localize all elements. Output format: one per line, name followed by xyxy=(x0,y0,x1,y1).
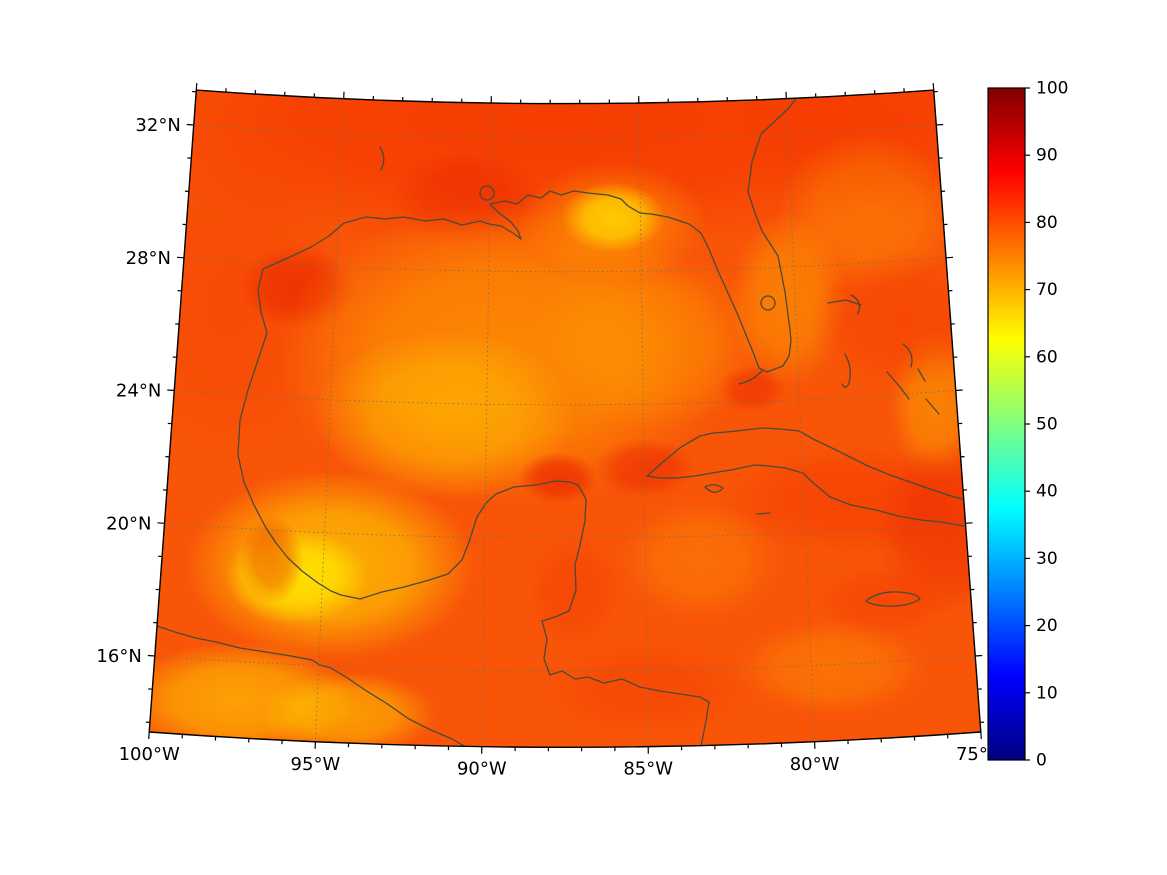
field-blob xyxy=(540,642,750,738)
axis-tick xyxy=(167,389,175,392)
lake-pontchartrain xyxy=(479,185,495,201)
lat-tick-label: 28°N xyxy=(126,248,171,269)
field-blob xyxy=(518,452,598,504)
field-blob xyxy=(620,500,780,620)
island-jamaica xyxy=(865,591,921,607)
coastline-segment xyxy=(917,368,926,382)
lat-tick-label: 24°N xyxy=(116,381,161,402)
lon-tick-label: 85°W xyxy=(623,759,673,780)
colorbar-tick-label: 40 xyxy=(1036,482,1058,502)
colorbar-tick-label: 90 xyxy=(1036,146,1058,166)
axis-tick xyxy=(975,654,983,657)
colorbar-tick-label: 60 xyxy=(1036,347,1058,367)
axis-tick xyxy=(176,256,185,259)
axis-tick xyxy=(980,731,982,740)
graticule-parallel xyxy=(164,522,966,539)
graticule-parallel xyxy=(183,257,947,273)
colorbar-tick-label: 80 xyxy=(1036,213,1058,233)
axis-tick xyxy=(932,83,935,91)
lat-tick-label: 20°N xyxy=(106,513,151,534)
heat-field xyxy=(149,90,981,748)
colorbar-tick-label: 100 xyxy=(1036,79,1068,99)
coastlines xyxy=(156,92,966,747)
axis-tick xyxy=(955,389,963,392)
colorbar-labels: 0 10 20 30 40 50 60 70 80 90 100 xyxy=(1036,79,1068,771)
lon-tick-label: 100°W xyxy=(119,744,180,765)
coastline-north-central-america xyxy=(237,92,801,747)
coastline-segment xyxy=(886,371,910,400)
axis-tick xyxy=(186,123,194,126)
lat-tick-label: 16°N xyxy=(96,646,141,667)
islands-florida-keys xyxy=(738,370,763,385)
axis-ticks xyxy=(145,83,985,754)
lon-tick-label: 90°W xyxy=(457,759,507,780)
coastline-cuba xyxy=(646,427,966,527)
islands-bahamas xyxy=(827,294,940,415)
coastline-pacific-mexico xyxy=(156,625,465,747)
field-blob xyxy=(260,672,436,748)
field-blob xyxy=(776,132,960,292)
colorbar-gradient xyxy=(987,87,1026,761)
field-blob xyxy=(815,564,955,636)
colorbar: 0 10 20 30 40 50 60 70 80 90 100 xyxy=(987,79,1068,771)
lon-tick-label: 80°W xyxy=(790,754,840,775)
colorbar-tick-label: 50 xyxy=(1036,415,1058,435)
field-blob xyxy=(240,515,304,605)
colorbar-tick-label: 0 xyxy=(1036,751,1047,771)
field-blob xyxy=(561,183,665,253)
axis-tick xyxy=(195,83,198,91)
field-blob xyxy=(526,534,622,650)
graticule-meridian xyxy=(785,98,816,742)
field-blob xyxy=(315,330,575,500)
lat-tick-label: 32°N xyxy=(135,115,180,136)
colorbar-tick-label: 30 xyxy=(1036,549,1058,569)
colorbar-tick-label: 70 xyxy=(1036,280,1058,300)
field-blob xyxy=(810,252,981,388)
axis-tick xyxy=(157,522,165,524)
island-grand-cayman xyxy=(756,512,771,515)
coastline-segment xyxy=(841,353,851,388)
graticule-meridian xyxy=(481,103,492,747)
field-blob xyxy=(530,250,770,430)
colorbar-tick-label: 10 xyxy=(1036,683,1058,703)
graticule-meridian xyxy=(314,98,345,742)
lake-toledo-bend xyxy=(379,146,385,171)
axis-tick xyxy=(936,123,944,126)
coastline-segment xyxy=(925,398,940,415)
island-isla-juventud xyxy=(704,484,724,493)
coastline-segment xyxy=(850,294,861,315)
axis-tick xyxy=(965,522,973,524)
colorbar-ticks xyxy=(1025,87,1030,761)
axis-tick xyxy=(147,654,155,657)
field-blob xyxy=(737,620,927,716)
field-blob xyxy=(595,438,695,498)
axis-tick xyxy=(945,256,954,259)
coastline-segment xyxy=(827,299,862,306)
coastline-segment xyxy=(902,343,913,368)
field-blob xyxy=(718,365,786,413)
axis-tick xyxy=(148,731,150,740)
colorbar-tick-label: 20 xyxy=(1036,616,1058,636)
lake-okeechobee xyxy=(760,295,776,311)
graticule-meridian xyxy=(638,103,649,747)
graticule-parallel xyxy=(154,655,976,672)
graticule-grid xyxy=(154,98,976,747)
lon-tick-label: 95°W xyxy=(291,754,341,775)
